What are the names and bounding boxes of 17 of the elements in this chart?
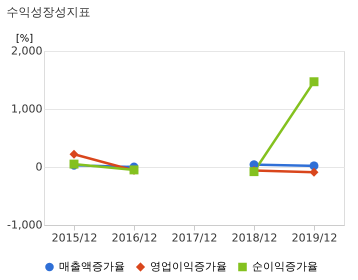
- point: [70, 150, 78, 159]
- point: [310, 77, 318, 86]
- x-tick-label: 2018/12: [232, 232, 278, 244]
- x-tick-label: 2016/12: [112, 232, 158, 244]
- x-tick-label: 2017/12: [172, 232, 218, 244]
- y-tick-label: 2,000: [11, 44, 42, 58]
- legend-label: 영업이익증가율: [150, 260, 227, 273]
- x-tick-label: 2015/12: [52, 232, 98, 244]
- point: [310, 168, 318, 177]
- y-tick-label: 1,000: [11, 102, 42, 116]
- chart-title: 수익성장성지표: [6, 5, 91, 19]
- y-tick-label: 0: [36, 160, 42, 174]
- legend-label: 매출액증가율: [59, 260, 125, 273]
- y-tick-label: -1,000: [7, 218, 42, 232]
- y-axis-title: [%]: [16, 34, 34, 44]
- x-tick-label: 2019/12: [292, 232, 338, 244]
- legend-label: 순이익증가율: [252, 260, 318, 273]
